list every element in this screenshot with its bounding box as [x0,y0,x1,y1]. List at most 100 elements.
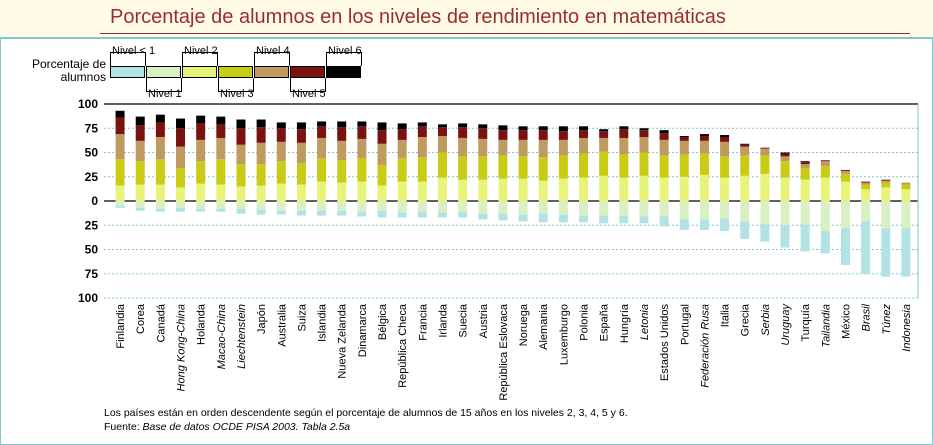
bar-nivel-5-30 [720,136,730,142]
bar-nivel-3-5 [216,159,226,185]
bar-nivel-2-7 [256,185,266,201]
bar-nivel-2-28 [679,176,689,201]
bar-nivel-4-39 [901,182,911,185]
bar-nivel-6-6 [236,119,246,129]
category-label: Letonia [639,304,651,340]
stacked-bar-chart: 100 75 50 25 0 25 50 75 100 Finlandia Corea Canadá H… [78,97,919,401]
category-label: Irlanda [437,303,449,338]
bar-nivel-6-25 [619,126,629,130]
bar-nivel-4-32 [760,148,770,156]
bar-nivel-1-9 [296,210,306,216]
bar-nivel-5-1 [135,125,145,141]
bar-nivel-1-16 [437,212,447,218]
bar-nivel-3-3 [176,168,186,188]
bar-nivel-1-2 [155,201,165,209]
bar-nivel-5-18 [478,128,488,139]
bar-nivel-4-10 [317,137,327,159]
bar-nivel-2-39 [901,189,911,201]
bar-nivel-5-29 [699,136,709,141]
bar-nivel-4-9 [296,142,306,164]
bar-nivel-3-4 [196,161,206,184]
bar-nivel-3-11 [337,160,347,183]
legend-bracket-top-1 [110,52,146,66]
bar-nivel-6-5 [216,116,226,125]
bar-nivel-6-29 [699,134,709,137]
category-label: Serbia [760,304,772,336]
bar-nivel-6-10 [317,121,327,127]
bar-nivel-6-15 [417,122,427,127]
bar-nivel-1-15 [417,201,427,212]
bar-nivel-4-35 [820,161,830,167]
bar-nivel-1-19 [498,201,508,214]
category-label: República Checa [397,303,409,388]
bar-nivel-1-9 [296,201,306,211]
y-tick-label: 100 [78,291,98,305]
bar-nivel-5-33 [780,153,790,157]
y-tick-label: 75 [85,267,99,281]
legend-swatch-nivel-6 [326,66,361,78]
category-label: Bélgica [377,303,389,340]
bar-nivel-2-17 [458,179,468,201]
bar-nivel-5-38 [881,179,891,181]
category-label: Portugal [679,304,691,345]
bar-nivel-5-23 [579,130,589,138]
bar-nivel-2-8 [276,183,286,201]
bar-nivel-4-12 [357,138,367,159]
bar-nivel-4-2 [155,136,165,160]
bar-nivel-1-26 [639,216,649,224]
bar-nivel-1-36 [840,228,850,266]
legend-swatch-nivel-5 [290,66,325,78]
bar-nivel-1-14 [397,201,407,213]
bar-nivel-3-33 [780,161,790,178]
bar-nivel-3-23 [579,153,589,178]
category-label: Indonesia [901,304,913,352]
category-label: Luxemburgo [558,304,570,365]
bar-nivel-4-31 [740,146,750,156]
bar-nivel-1-25 [619,201,629,216]
legend-label-nivel-3: Nivel 3 [220,88,254,100]
category-label: Japón [256,304,268,334]
legend-label-nivel-1: Nivel 1 [148,88,182,100]
bar-nivel-6-3 [176,118,186,129]
legend-swatch-nivel-1 [146,66,181,78]
bar-nivel-5-22 [558,131,568,140]
bar-nivel-2-3 [176,187,186,201]
bar-nivel-1-37 [861,201,871,222]
bar-nivel-2-30 [720,177,730,201]
bar-nivel-3-30 [720,156,730,178]
bar-nivel-4-30 [720,141,730,157]
bar-nivel-5-11 [337,127,347,141]
bar-nivel-1-37 [861,221,871,274]
category-label: Uruguay [780,303,792,346]
bar-nivel-1-5 [216,201,226,209]
bar-nivel-3-21 [538,157,548,181]
bar-nivel-1-5 [216,208,226,212]
bar-nivel-2-16 [437,177,447,201]
category-label: Brasil [861,303,873,331]
title-band: Porcentaje de alumnos en los niveles de … [0,0,933,39]
category-label: República Eslovaca [498,303,510,400]
bar-nivel-4-37 [861,182,871,185]
bar-nivel-4-34 [800,164,810,169]
bar-nivel-6-11 [337,121,347,128]
category-label: Finlandia [115,303,127,349]
bar-nivel-3-31 [740,155,750,176]
bar-nivel-6-28 [679,136,689,137]
bar-nivel-5-25 [619,129,629,138]
bar-nivel-6-17 [458,123,468,128]
bar-nivel-2-14 [397,181,407,201]
bar-nivel-6-20 [518,126,528,131]
bar-nivel-1-35 [820,231,830,254]
bar-nivel-4-8 [276,141,286,162]
bar-nivel-4-29 [699,140,709,154]
source-label: Fuente: [104,421,140,433]
bar-nivel-6-24 [599,129,609,132]
bar-nivel-1-0 [115,201,125,206]
category-label: Corea [135,303,147,334]
bar-nivel-6-34 [800,161,810,163]
title-underline [100,33,910,34]
legend-label-nivel-4: Nivel 4 [256,45,290,57]
bar-nivel-4-15 [417,136,427,158]
category-label: España [599,303,611,341]
y-tick-label: 50 [85,243,99,257]
